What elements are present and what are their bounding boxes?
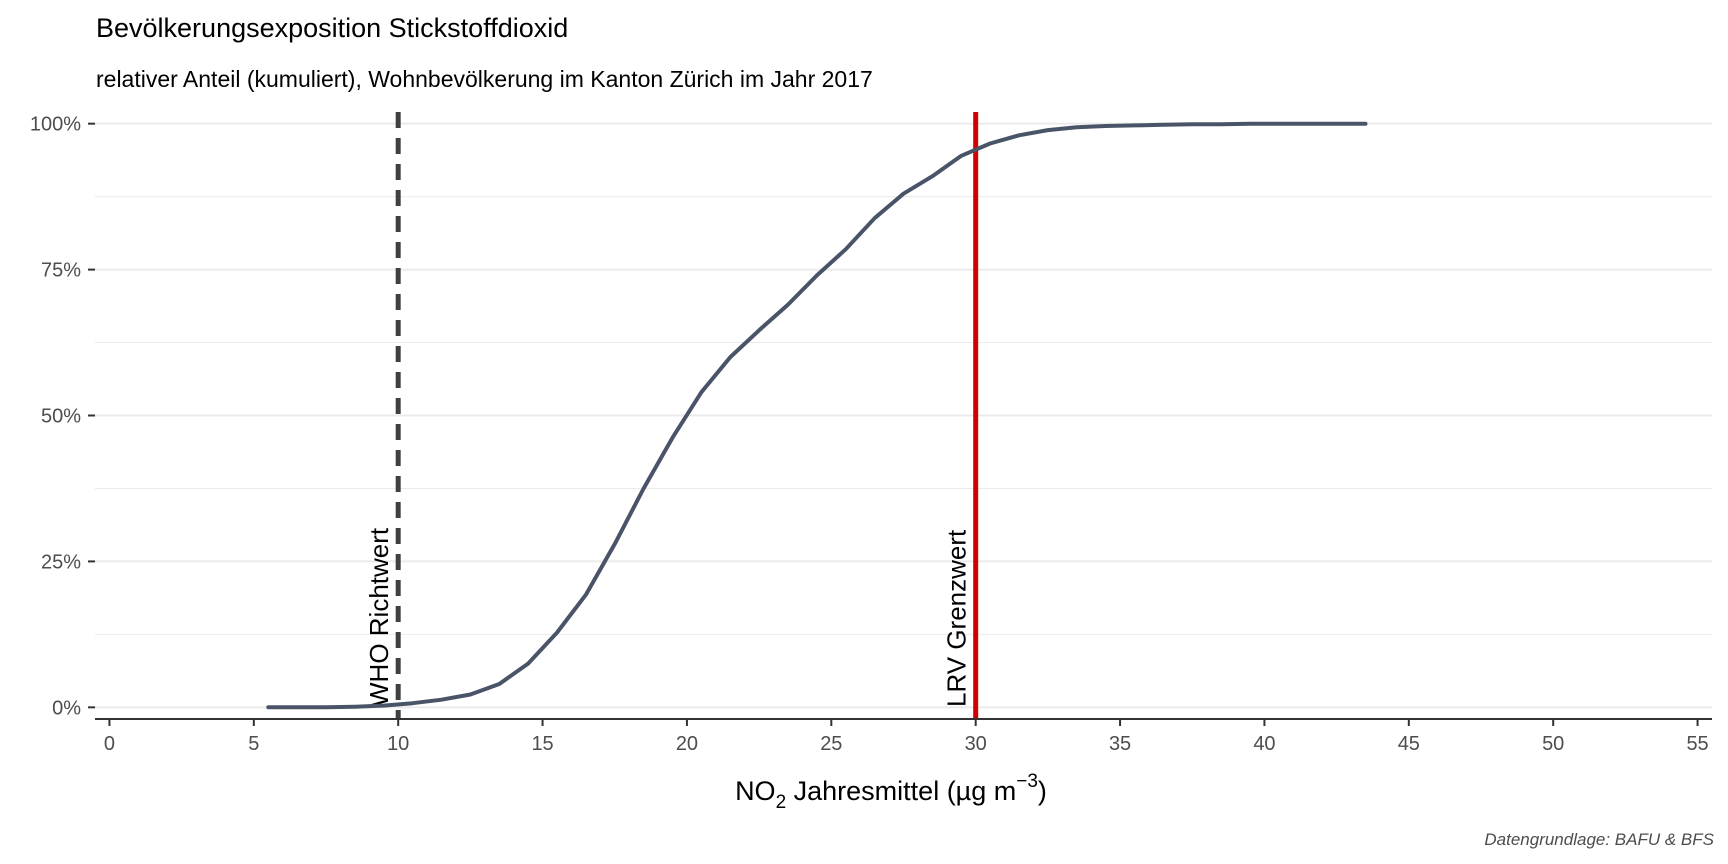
- x-tick-label-11: 55: [1686, 733, 1708, 755]
- x-axis-title-middle: Jahresmittel (µg m: [786, 776, 1016, 806]
- chart-title: Bevölkerungsexposition Stickstoffdioxid: [96, 13, 568, 43]
- y-tick-label-3: 75%: [41, 260, 81, 282]
- y-tick-label-0: 0%: [52, 697, 81, 719]
- x-tick-label-8: 40: [1253, 733, 1275, 755]
- x-tick-label-1: 5: [248, 733, 259, 755]
- x-tick-label-2: 10: [387, 733, 409, 755]
- grid: [95, 122, 1712, 709]
- axes: 0% 25% 50% 75% 100% 0 5 10 15 20 25 30 35 40 45 50 55: [30, 114, 1712, 755]
- x-tick-label-7: 35: [1109, 733, 1131, 755]
- series-layer: [266, 121, 1368, 710]
- x-tick-label-4: 20: [676, 733, 698, 755]
- y-tick-label-4: 100%: [30, 114, 81, 136]
- chart-caption: Datengrundlage: BAFU & BFS: [1484, 830, 1714, 849]
- x-axis-title-prefix: NO: [735, 776, 776, 806]
- y-tick-label-1: 25%: [41, 551, 81, 573]
- x-tick-label-9: 45: [1398, 733, 1420, 755]
- x-tick-label-6: 30: [965, 733, 987, 755]
- x-axis-title-suffix: ): [1038, 776, 1047, 806]
- chart-subtitle: relativer Anteil (kumuliert), Wohnbevölk…: [96, 66, 873, 92]
- x-axis-title-subscript: 2: [776, 792, 787, 813]
- x-tick-label-10: 50: [1542, 733, 1564, 755]
- x-tick-label-3: 15: [531, 733, 553, 755]
- series-line-0: [266, 121, 1368, 710]
- x-tick-label-5: 25: [820, 733, 842, 755]
- x-axis-title-superscript: −3: [1016, 771, 1038, 792]
- y-tick-label-2: 50%: [41, 406, 81, 428]
- x-axis-title: NO2 Jahresmittel (µg m−3): [735, 771, 1047, 813]
- x-tick-label-0: 0: [104, 733, 115, 755]
- reference-lines: WHO Richtwert LRV Grenzwert: [364, 112, 979, 719]
- reference-line-label-1: LRV Grenzwert: [942, 529, 972, 707]
- reference-line-label-0: WHO Richtwert: [364, 527, 394, 707]
